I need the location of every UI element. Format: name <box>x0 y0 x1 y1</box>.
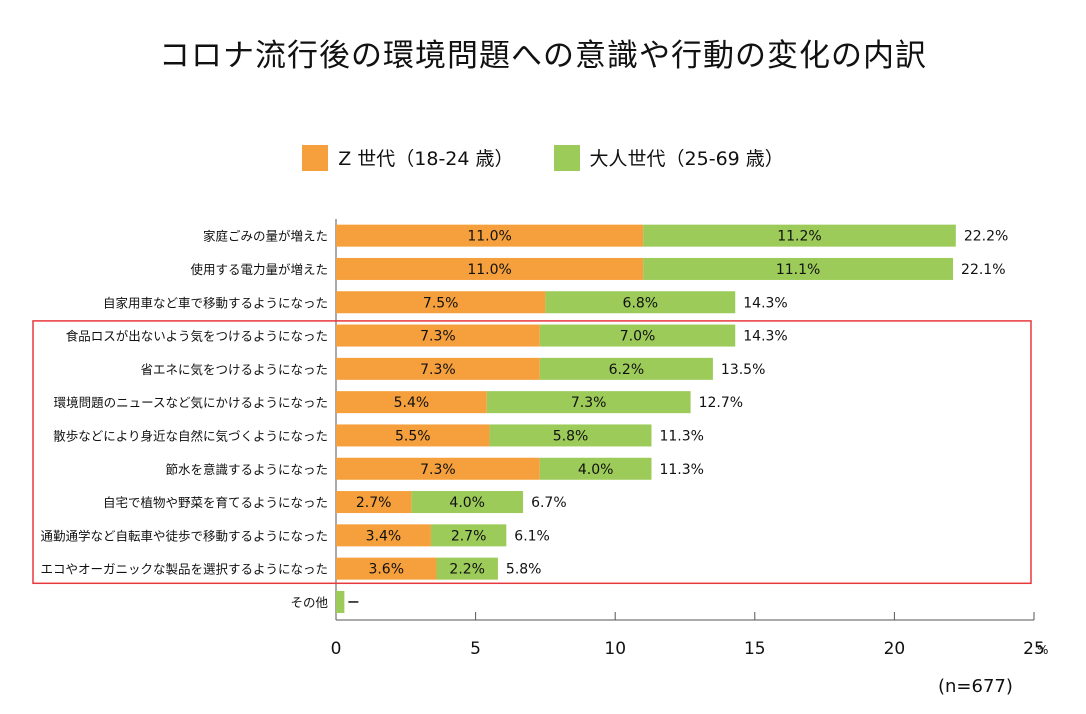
bar-label-gen-z: 7.3% <box>420 329 456 345</box>
bar-adult <box>643 257 954 280</box>
bar-gen-z <box>336 524 431 547</box>
bar-adult <box>436 557 498 580</box>
bar-total-label: 22.2% <box>964 229 1008 245</box>
bar-gen-z <box>336 357 540 380</box>
x-tick-label: 0 <box>331 639 342 659</box>
chart-title: コロナ流行後の環境問題への意識や行動の変化の内訳 <box>159 38 927 74</box>
legend-item-gen-z: Z 世代（18-24 歳） <box>302 144 514 171</box>
bar-label-gen-z: 3.6% <box>368 562 404 578</box>
category-label: 散歩などにより身近な自然に気づくようになった <box>53 428 328 443</box>
bar-total-label: 5.8% <box>506 562 542 578</box>
bar-label-adult: 2.7% <box>451 528 487 544</box>
bar-label-adult: 4.0% <box>449 495 485 511</box>
bar-gen-z <box>336 257 644 280</box>
bar-total-label: 13.5% <box>721 362 765 378</box>
bar-total-label: 11.3% <box>659 428 703 444</box>
bar-total-label: 14.3% <box>743 329 787 345</box>
category-label: 環境問題のニュースなど気にかけるようになった <box>54 395 328 410</box>
bar-adult <box>539 357 713 380</box>
bar-gen-z <box>336 491 412 514</box>
x-tick-label: 5 <box>470 639 481 659</box>
bar-label-gen-z: 11.0% <box>467 262 511 278</box>
bar-label-gen-z: 3.4% <box>366 528 402 544</box>
sample-size-note: (n=677) <box>938 676 1013 697</box>
bar-label-adult: 7.0% <box>620 329 656 345</box>
category-label: 省エネに気をつけるようになった <box>140 362 328 377</box>
bar-label-gen-z: 7.5% <box>423 295 459 311</box>
bar-adult <box>545 291 736 314</box>
legend: Z 世代（18-24 歳） 大人世代（25-69 歳） <box>0 144 1086 171</box>
bar-label-adult: 7.3% <box>571 395 607 411</box>
bar-label-adult: 4.0% <box>578 462 614 478</box>
bar-gen-z <box>336 291 546 314</box>
category-label: 家庭ごみの量が増えた <box>203 229 328 244</box>
legend-swatch-adult <box>553 144 580 171</box>
bar-adult <box>539 457 652 480</box>
bar-adult <box>336 590 345 613</box>
bar-label-adult: 11.2% <box>777 229 821 245</box>
category-label: 自宅で植物や野菜を育てるようになった <box>103 495 328 510</box>
bar-total-label: 12.7% <box>699 395 743 411</box>
bar-label-adult: 11.1% <box>776 262 820 278</box>
bar-total-label: 22.1% <box>961 262 1005 278</box>
bar-total-label: 11.3% <box>659 462 703 478</box>
legend-swatch-gen-z <box>302 144 329 171</box>
legend-item-adult: 大人世代（25-69 歳） <box>553 144 784 171</box>
bar-adult <box>430 524 507 547</box>
bar-total-label: 6.1% <box>514 528 550 544</box>
bar-label-gen-z: 7.3% <box>420 362 456 378</box>
bar-adult <box>411 491 524 514</box>
x-axis-unit: % <box>1037 643 1048 657</box>
bar-label-adult: 2.2% <box>449 562 485 578</box>
category-label: 自家用車など車で移動するようになった <box>103 295 328 310</box>
category-label: 使用する電力量が増えた <box>190 262 328 277</box>
x-tick-label: 20 <box>884 639 906 659</box>
bar-label-gen-z: 7.3% <box>420 462 456 478</box>
x-tick-label: 10 <box>604 639 626 659</box>
x-tick-label: 15 <box>744 639 766 659</box>
bar-gen-z <box>336 457 540 480</box>
bar-adult <box>643 224 956 247</box>
bar-label-adult: 6.8% <box>623 295 659 311</box>
category-label: その他 <box>290 595 328 610</box>
bar-total-label: 6.7% <box>531 495 567 511</box>
bar-label-adult: 6.2% <box>609 362 645 378</box>
bar-label-gen-z: 2.7% <box>356 495 392 511</box>
bar-gen-z <box>336 324 540 347</box>
category-label: エコやオーガニックな製品を選択するようになった <box>40 562 328 577</box>
category-label: 通勤通学など自転車や徒歩で移動するようになった <box>40 528 328 543</box>
bar-gen-z <box>336 224 644 247</box>
bar-label-gen-z: 5.4% <box>394 395 430 411</box>
bar-adult <box>539 324 736 347</box>
legend-label-gen-z: Z 世代（18-24 歳） <box>338 148 514 170</box>
bar-label-gen-z: 5.5% <box>395 428 431 444</box>
bar-gen-z <box>336 424 490 447</box>
bar-label-adult: 5.8% <box>553 428 589 444</box>
bar-gen-z <box>336 557 437 580</box>
bar-adult <box>486 391 691 414</box>
bar-label-gen-z: 11.0% <box>467 229 511 245</box>
category-label: 節水を意識するようになった <box>165 462 328 477</box>
bar-adult <box>489 424 652 447</box>
bar-gen-z <box>336 391 487 414</box>
highlight-box <box>32 320 1032 585</box>
x-tick-label: 25 <box>1023 639 1045 659</box>
bar-total-label: 14.3% <box>743 295 787 311</box>
legend-label-adult: 大人世代（25-69 歳） <box>589 148 784 170</box>
category-label: 食品ロスが出ないよう気をつけるようになった <box>66 329 328 344</box>
